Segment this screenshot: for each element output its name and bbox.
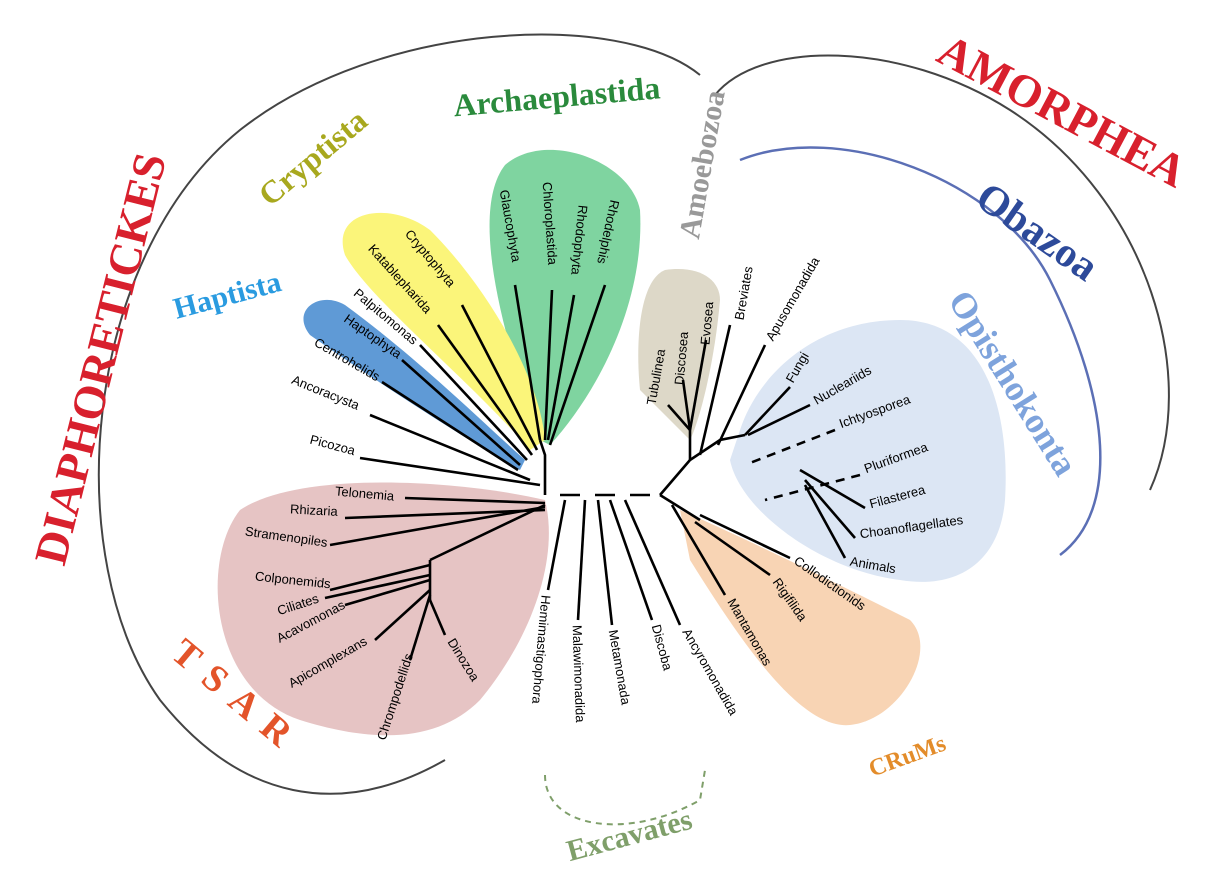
haptista-label: Haptista — [170, 265, 285, 325]
obazoa-label: Obazoa — [967, 174, 1106, 291]
taxon-label: Discoba — [649, 623, 676, 673]
taxon-label: Breviates — [732, 265, 756, 321]
taxon-label: Ancoracysta — [290, 372, 363, 413]
branch — [610, 500, 652, 620]
taxon-label: Ancyromonadida — [679, 626, 741, 719]
amorphea-label: AMORPHEA — [930, 24, 1195, 197]
taxon-label: Apusomonadida — [763, 254, 823, 344]
crums-label: CRuMs — [865, 731, 949, 783]
opisthokonta-blob — [730, 320, 1006, 582]
taxon-label: Picozoa — [308, 432, 357, 459]
taxon-label: Rhizaria — [290, 501, 339, 519]
excavates-label: Excavates — [563, 803, 695, 868]
branch — [578, 500, 585, 620]
eukaryote-tree: DIAPHORETICKES AMORPHEA Obazoa Opisthoko… — [0, 0, 1224, 887]
taxon-label: Metamonada — [606, 629, 634, 707]
branch — [548, 500, 565, 590]
amoebozoa-label: Amoebozoa — [673, 88, 732, 241]
cryptista-label: Cryptista — [251, 102, 374, 213]
taxon-label: Malawimonadida — [570, 625, 588, 724]
archaeplastida-label: Archaeplastida — [452, 69, 662, 123]
branch — [598, 500, 612, 625]
